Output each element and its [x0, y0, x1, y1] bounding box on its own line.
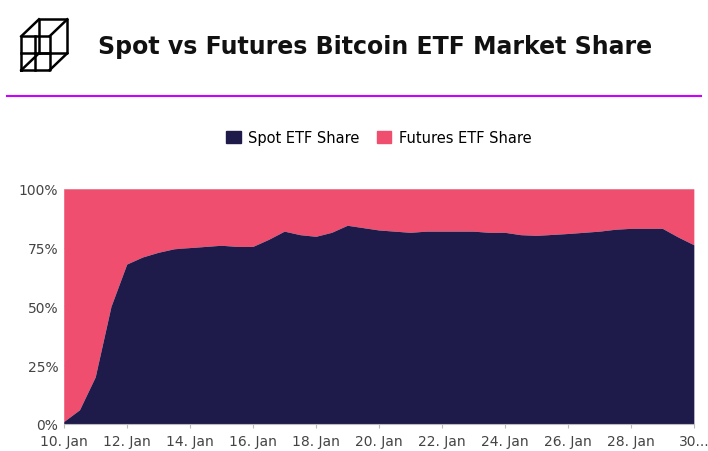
- Text: Spot vs Futures Bitcoin ETF Market Share: Spot vs Futures Bitcoin ETF Market Share: [98, 35, 652, 60]
- Legend: Spot ETF Share, Futures ETF Share: Spot ETF Share, Futures ETF Share: [226, 131, 532, 146]
